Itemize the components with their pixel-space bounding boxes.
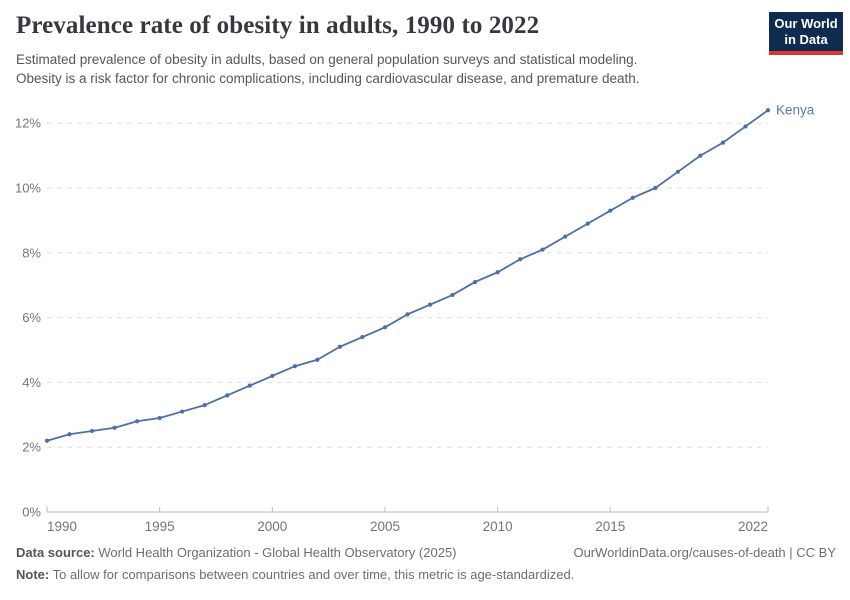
x-tick-label: 2000 [257,519,287,534]
subtitle-line-2: Obesity is a risk factor for chronic com… [16,71,640,86]
data-point[interactable] [360,334,365,340]
note-label: Note: [16,567,50,582]
x-tick-label: 2022 [738,519,768,534]
data-point[interactable] [202,402,207,408]
x-tick-label: 2010 [483,519,513,534]
data-point[interactable] [89,428,95,434]
data-point[interactable] [225,393,230,398]
x-tick-label: 1990 [47,519,77,534]
y-tick-label: 0% [22,505,41,520]
series-line[interactable] [46,109,769,442]
data-point[interactable] [608,208,613,213]
data-point[interactable] [563,234,568,239]
data-source-label: Data source: [16,545,95,560]
data-series[interactable] [44,108,771,443]
data-point[interactable] [765,108,771,113]
page-title: Prevalence rate of obesity in adults, 19… [16,12,540,39]
axes: 0% 2% 4% 6% 8% 10% 12% 1990 1995 2000 2005 2010 2015… [15,116,769,534]
owid-logo[interactable]: Our World in Data [769,12,843,55]
subtitle-line-1: Estimated prevalence of obesity in adult… [16,52,638,67]
logo-line-2: in Data [784,32,828,47]
data-point[interactable] [157,415,162,421]
data-point[interactable] [382,325,388,330]
data-point[interactable] [743,124,748,129]
data-point[interactable] [44,438,50,443]
chart-footer: Data source: World Health Organization -… [16,545,836,582]
data-source-line: Data source: World Health Organization -… [16,545,457,560]
data-point[interactable] [180,409,185,414]
data-point[interactable] [67,432,72,437]
y-tick-label: 6% [22,310,41,325]
data-point[interactable] [675,169,680,174]
x-tick-label: 1995 [145,519,175,534]
data-point[interactable] [427,302,433,307]
data-source-text: World Health Organization - Global Healt… [94,545,457,560]
y-tick-label: 12% [15,116,41,131]
line-chart[interactable]: 0% 2% 4% 6% 8% 10% 12% 1990 1995 2000 2005 2010 2015… [0,0,850,545]
data-point[interactable] [292,364,297,369]
data-point[interactable] [585,221,590,226]
note-line: Note: To allow for comparisons between c… [16,567,574,582]
data-point[interactable] [518,257,523,262]
note-text: To allow for comparisons between countri… [49,567,575,582]
data-point[interactable] [135,419,140,424]
data-point[interactable] [495,270,500,275]
y-tick-label: 2% [22,440,41,455]
data-point[interactable] [270,373,275,379]
data-point[interactable] [653,185,658,191]
y-tick-label: 4% [22,375,41,390]
data-point[interactable] [630,195,635,200]
data-point[interactable] [720,140,726,145]
y-tick-label: 10% [15,181,41,196]
data-point[interactable] [247,383,252,388]
data-point[interactable] [472,279,478,285]
entity-label[interactable]: Kenya [776,103,815,118]
data-point[interactable] [698,153,703,158]
y-tick-label: 8% [22,245,41,260]
gridlines [47,122,768,448]
chart-subtitle: Estimated prevalence of obesity in adult… [16,50,736,88]
data-point[interactable] [450,292,455,298]
data-point[interactable] [405,312,410,317]
data-point[interactable] [315,357,320,362]
logo-line-1: Our World [774,16,838,31]
x-tick-label: 2015 [595,519,625,534]
x-tick-label: 2005 [370,519,400,534]
data-point[interactable] [337,344,343,349]
data-point[interactable] [112,425,117,430]
data-point[interactable] [540,247,545,252]
citation-link[interactable]: OurWorldinData.org/causes-of-death | CC … [573,545,836,560]
